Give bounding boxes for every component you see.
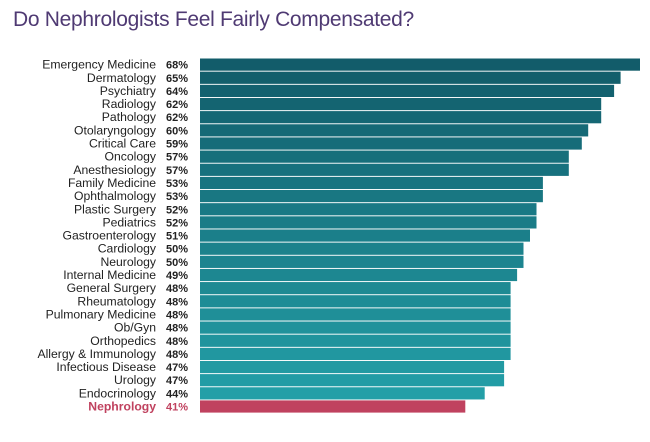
category-label: Psychiatry bbox=[100, 84, 157, 98]
value-label: 59% bbox=[166, 139, 188, 151]
chart-title: Do Nephrologists Feel Fairly Compensated… bbox=[13, 8, 414, 31]
bar-critical-care bbox=[200, 137, 582, 150]
category-label: Internal Medicine bbox=[63, 268, 156, 282]
bar-allergy-immunology bbox=[200, 347, 511, 360]
category-label: Oncology bbox=[105, 150, 157, 164]
value-label: 57% bbox=[166, 152, 188, 164]
bar-cardiology bbox=[200, 242, 524, 255]
value-label: 53% bbox=[166, 191, 188, 203]
bar-radiology bbox=[200, 97, 602, 111]
category-label: Otolaryngology bbox=[74, 123, 157, 137]
value-label: 50% bbox=[166, 244, 188, 256]
bar-otolaryngology bbox=[200, 124, 589, 137]
bar-emergency-medicine bbox=[200, 58, 640, 71]
bar-rheumatology bbox=[200, 295, 511, 308]
value-label: 57% bbox=[166, 165, 188, 177]
value-label: 44% bbox=[166, 388, 188, 400]
category-label: Family Medicine bbox=[68, 176, 156, 190]
bar-dermatology bbox=[200, 71, 621, 84]
category-label: Cardiology bbox=[98, 242, 157, 256]
bar-pathology bbox=[200, 111, 602, 124]
bar-family-medicine bbox=[200, 176, 543, 190]
value-label: 68% bbox=[166, 60, 188, 72]
category-label: General Surgery bbox=[67, 281, 157, 295]
category-label: Nephrology bbox=[88, 400, 156, 414]
bar-orthopedics bbox=[200, 334, 511, 347]
category-label: Orthopedics bbox=[90, 334, 156, 348]
value-label: 64% bbox=[166, 86, 188, 98]
category-label: Urology bbox=[114, 373, 157, 387]
bar-anesthesiology bbox=[200, 163, 569, 176]
category-label: Radiology bbox=[102, 97, 157, 111]
value-label: 51% bbox=[166, 231, 188, 243]
category-label: Pulmonary Medicine bbox=[46, 307, 157, 321]
bar-urology bbox=[200, 374, 505, 387]
bar-endocrinology bbox=[200, 387, 485, 400]
category-label: Dermatology bbox=[87, 71, 157, 85]
category-label: Neurology bbox=[100, 255, 156, 269]
value-label: 60% bbox=[166, 125, 188, 137]
bar-psychiatry bbox=[200, 84, 615, 97]
category-label: Plastic Surgery bbox=[74, 202, 157, 216]
category-label: Allergy & Immunology bbox=[37, 347, 156, 361]
value-label: 41% bbox=[166, 402, 188, 414]
bar-oncology bbox=[200, 150, 569, 163]
bar-neurology bbox=[200, 255, 524, 268]
value-label: 49% bbox=[166, 270, 188, 282]
value-label: 48% bbox=[166, 283, 188, 295]
bar-gastroenterology bbox=[200, 229, 530, 242]
value-label: 48% bbox=[166, 296, 188, 308]
category-label: Pediatrics bbox=[102, 215, 156, 229]
bar-infectious-disease bbox=[200, 360, 505, 374]
bar-pediatrics bbox=[200, 216, 537, 229]
category-label: Ob/Gyn bbox=[114, 321, 156, 335]
value-label: 53% bbox=[166, 178, 188, 190]
bar-general-surgery bbox=[200, 282, 511, 295]
value-label: 48% bbox=[166, 336, 188, 348]
bar-nephrology bbox=[200, 400, 466, 413]
value-label: 48% bbox=[166, 309, 188, 321]
category-label: Gastroenterology bbox=[63, 229, 157, 243]
value-label: 52% bbox=[166, 204, 188, 216]
bar-ob-gyn bbox=[200, 321, 511, 334]
value-label: 47% bbox=[166, 375, 188, 387]
value-label: 62% bbox=[166, 99, 188, 111]
category-label: Critical Care bbox=[89, 137, 156, 151]
bar-plastic-surgery bbox=[200, 203, 537, 216]
value-label: 50% bbox=[166, 257, 188, 269]
category-label: Emergency Medicine bbox=[42, 58, 156, 72]
bar-ophthalmology bbox=[200, 190, 543, 203]
value-label: 62% bbox=[166, 112, 188, 124]
value-label: 52% bbox=[166, 217, 188, 229]
bar-pulmonary-medicine bbox=[200, 308, 511, 321]
value-label: 65% bbox=[166, 73, 188, 85]
category-label: Endocrinology bbox=[79, 386, 157, 400]
value-label: 48% bbox=[166, 349, 188, 361]
value-label: 47% bbox=[166, 362, 188, 374]
category-label: Rheumatology bbox=[77, 294, 156, 308]
value-label: 48% bbox=[166, 323, 188, 335]
category-label: Ophthalmology bbox=[74, 189, 157, 203]
category-label: Pathology bbox=[102, 110, 157, 124]
category-label: Infectious Disease bbox=[56, 360, 156, 374]
bar-internal-medicine bbox=[200, 268, 518, 282]
category-label: Anesthesiology bbox=[73, 163, 157, 177]
